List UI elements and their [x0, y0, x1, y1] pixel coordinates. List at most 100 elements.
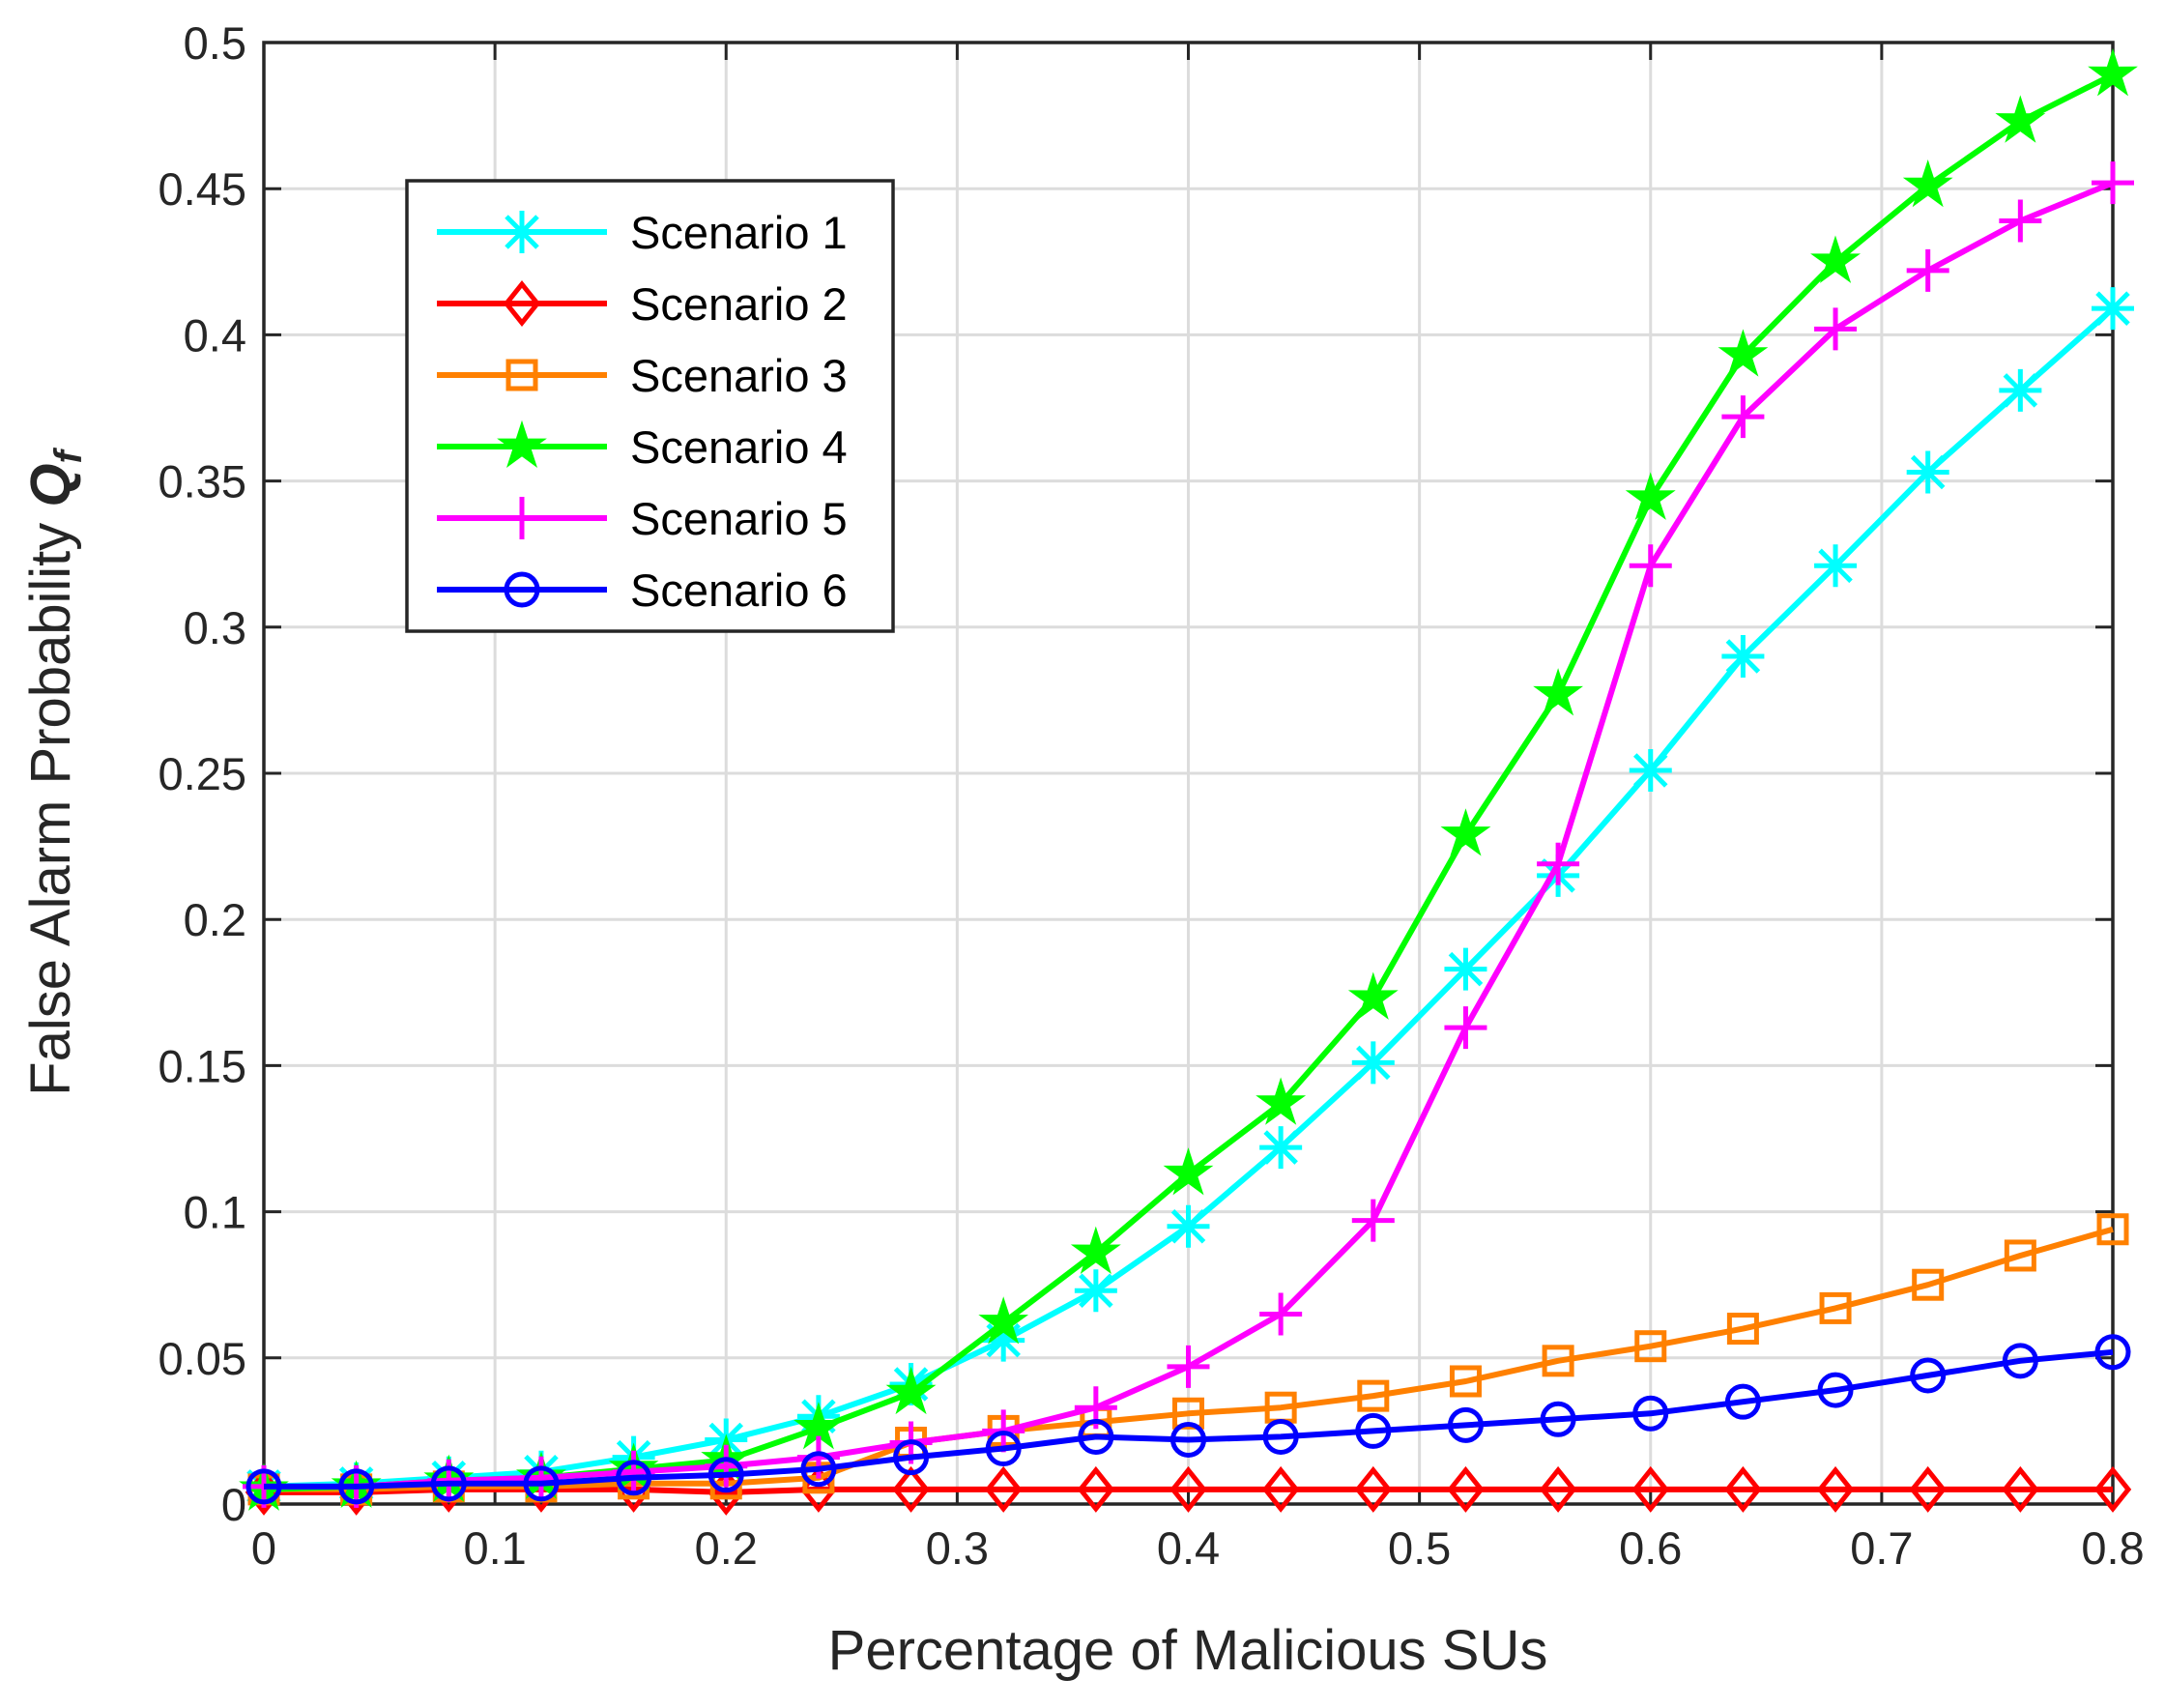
data-point — [1819, 1291, 1852, 1324]
data-point — [2092, 287, 2134, 331]
data-point — [1910, 1357, 1947, 1394]
legend-entry: Scenario 3 — [437, 350, 848, 401]
data-point — [1169, 1465, 1207, 1513]
data-point — [1351, 1041, 1395, 1085]
legend-entry: Scenario 6 — [437, 565, 848, 616]
x-tick-label: 0.7 — [1850, 1522, 1913, 1574]
y-tick-label: 0.5 — [184, 17, 246, 69]
data-point — [2004, 1239, 2036, 1272]
data-point — [1351, 1199, 1395, 1242]
data-point — [1721, 635, 1765, 679]
legend-entry: Scenario 5 — [437, 493, 848, 544]
data-point — [1077, 1465, 1115, 1513]
data-point — [2094, 1334, 2131, 1371]
data-point — [1814, 307, 1858, 351]
data-point — [1906, 248, 1949, 292]
data-point — [978, 1296, 1029, 1345]
data-point — [1444, 1006, 1487, 1050]
data-point — [1906, 450, 1949, 494]
y-axis-title-symbol: Q — [19, 463, 82, 507]
data-point — [1721, 395, 1765, 439]
data-point — [1718, 329, 1769, 377]
data-point — [1170, 1421, 1206, 1458]
data-point — [1539, 1465, 1577, 1513]
legend-entry: Scenario 2 — [437, 278, 848, 330]
legend-swatch-marker — [505, 359, 538, 391]
series-line — [264, 1226, 2114, 1492]
legend-label: Scenario 2 — [630, 278, 848, 330]
legend-label: Scenario 5 — [630, 493, 848, 544]
data-point — [1999, 368, 2042, 412]
x-tick-label: 0 — [251, 1522, 276, 1574]
data-point — [2088, 48, 2138, 97]
legend-swatch-marker — [501, 211, 543, 253]
data-point — [1632, 1395, 1669, 1432]
data-point — [1629, 544, 1672, 588]
data-point — [1259, 1292, 1303, 1336]
data-point — [1995, 95, 2046, 143]
data-point — [1542, 1345, 1574, 1377]
data-point — [1817, 1372, 1854, 1408]
y-axis-title: False Alarm Probability Qf — [19, 447, 90, 1095]
data-point — [2002, 1343, 2038, 1379]
data-point — [1070, 1226, 1121, 1275]
x-tick-label: 0.8 — [2081, 1522, 2144, 1574]
y-axis-title-main: False Alarm Probability — [19, 507, 82, 1096]
x-tick-label: 0.6 — [1619, 1522, 1682, 1574]
legend-label: Scenario 3 — [630, 350, 848, 401]
data-point — [338, 1468, 375, 1505]
data-point — [707, 1457, 744, 1493]
y-tick-label: 0.25 — [159, 748, 246, 799]
data-point — [2002, 1465, 2039, 1513]
y-tick-label: 0.1 — [184, 1187, 246, 1238]
data-point — [1167, 1204, 1210, 1248]
data-series — [239, 48, 2138, 1516]
legend-entry: Scenario 4 — [437, 420, 848, 473]
x-axis-title: Percentage of Malicious SUs — [828, 1619, 1548, 1682]
data-point — [892, 1465, 930, 1513]
data-point — [1902, 159, 1953, 208]
legend: Scenario 1 Scenario 2 Scenario 3 Scenario 4… — [405, 179, 895, 633]
legend-box — [405, 179, 895, 633]
data-point — [893, 1439, 930, 1476]
series-line — [264, 1348, 2114, 1490]
data-point — [1444, 947, 1487, 991]
data-point — [430, 1465, 467, 1502]
data-point — [2093, 1465, 2132, 1513]
data-point — [885, 1366, 937, 1415]
data-point — [982, 1318, 1025, 1362]
y-tick-label: 0.2 — [184, 894, 246, 945]
data-point — [1814, 544, 1858, 588]
data-point — [1078, 1418, 1114, 1455]
data-point — [245, 1468, 282, 1505]
data-point — [1355, 1412, 1392, 1449]
data-point — [1074, 1269, 1117, 1313]
data-point — [1256, 1077, 1307, 1125]
data-point — [523, 1465, 560, 1502]
data-point — [1999, 199, 2042, 243]
legend-swatch-marker — [503, 279, 541, 328]
data-point — [1810, 235, 1862, 283]
legend-label: Scenario 4 — [630, 421, 848, 473]
data-point — [1634, 1330, 1667, 1363]
data-point — [1163, 1147, 1214, 1196]
legend-swatch-marker — [501, 497, 543, 539]
x-tick-label: 0.2 — [695, 1522, 758, 1574]
data-point — [1909, 1465, 1947, 1513]
y-tick-label: 0.3 — [184, 602, 246, 653]
data-point — [1259, 1126, 1303, 1170]
legend-label: Scenario 1 — [630, 207, 848, 258]
legend-swatch-marker — [504, 571, 540, 608]
x-tick-label: 0.1 — [463, 1522, 526, 1574]
data-point — [1912, 1268, 1945, 1301]
data-point — [984, 1465, 1023, 1513]
data-point — [1625, 472, 1676, 520]
data-point — [1724, 1465, 1762, 1513]
data-point — [1167, 1345, 1210, 1388]
data-point — [1262, 1418, 1299, 1455]
data-point — [1447, 1406, 1484, 1443]
data-point — [1354, 1465, 1393, 1513]
data-point — [1629, 748, 1672, 792]
data-point — [1540, 1401, 1576, 1437]
